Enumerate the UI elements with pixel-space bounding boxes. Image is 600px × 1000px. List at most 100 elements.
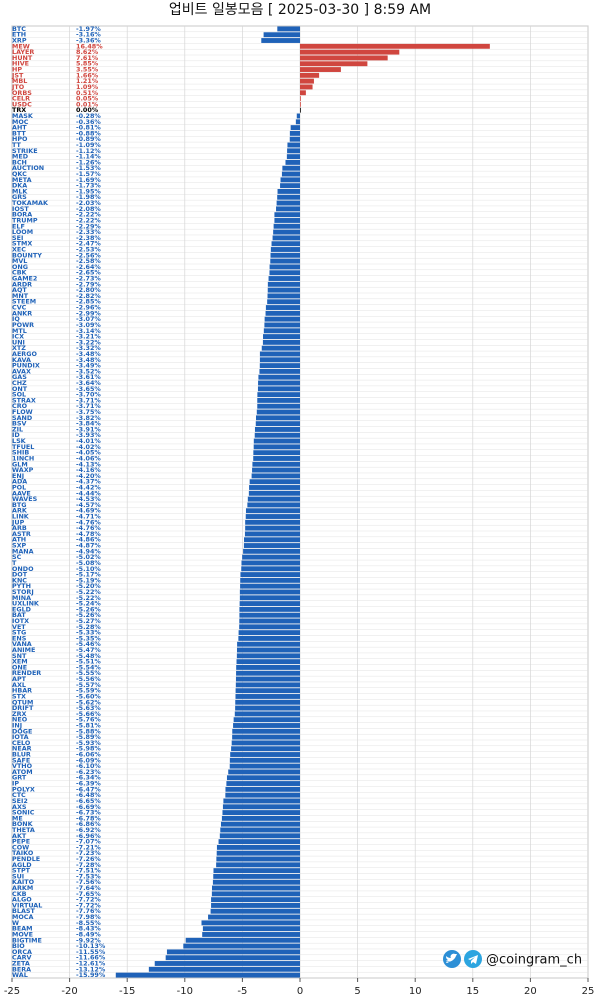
category-label: STEEM xyxy=(12,298,36,306)
category-label: BLAST xyxy=(12,907,35,915)
category-label: GAME2 xyxy=(12,275,37,283)
value-label: -5.47% xyxy=(76,646,101,654)
value-label: -5.27% xyxy=(76,617,101,625)
bar xyxy=(148,966,300,972)
category-label: DOGE xyxy=(12,727,32,735)
bar xyxy=(242,554,300,560)
category-label: SOL xyxy=(12,391,26,399)
bar xyxy=(267,281,300,287)
category-label: SEI xyxy=(12,234,23,242)
bar xyxy=(229,763,300,769)
category-label: ID xyxy=(12,431,20,439)
category-label: ALGO xyxy=(12,896,32,904)
category-label: CELR xyxy=(12,95,30,103)
value-label: -5.59% xyxy=(76,687,101,695)
value-label: -6.23% xyxy=(76,768,101,776)
bar xyxy=(268,276,300,281)
category-label: BERA xyxy=(12,965,31,973)
value-label: -6.48% xyxy=(76,791,101,799)
category-label: GRT xyxy=(12,774,27,782)
value-label: -4.01% xyxy=(76,437,101,445)
value-label: -5.76% xyxy=(76,716,101,724)
category-label: ZRX xyxy=(12,710,27,718)
category-label: TRUMP xyxy=(12,216,38,224)
value-label: -4.06% xyxy=(76,454,101,462)
category-label: BOUNTY xyxy=(12,251,42,259)
bar xyxy=(239,618,300,624)
category-label: IOST xyxy=(12,205,29,213)
bar xyxy=(233,723,300,728)
category-label: BIO xyxy=(12,942,25,950)
category-label: AERGO xyxy=(12,350,37,358)
value-label: -6.65% xyxy=(76,797,101,805)
bar xyxy=(239,601,300,607)
category-label: STX xyxy=(12,692,26,700)
category-label: HUNT xyxy=(12,54,33,62)
value-label: 0.01% xyxy=(76,100,99,108)
category-label: LOOM xyxy=(12,228,33,236)
value-label: -5.26% xyxy=(76,605,101,613)
bar xyxy=(257,397,300,403)
category-label: SAND xyxy=(12,414,32,422)
bar xyxy=(221,815,300,821)
value-label: -5.55% xyxy=(76,669,101,677)
bar xyxy=(235,676,300,682)
value-label: -6.73% xyxy=(76,809,101,817)
category-label: PYTH xyxy=(12,582,31,590)
value-label: 7.61% xyxy=(76,54,99,62)
bar xyxy=(226,775,300,781)
value-label: -4.20% xyxy=(76,472,101,480)
category-label: ASTR xyxy=(12,530,31,538)
bar xyxy=(277,194,300,200)
bar xyxy=(270,252,300,258)
value-label: -1.57% xyxy=(76,170,101,178)
value-label: -4.16% xyxy=(76,466,101,474)
bar xyxy=(248,490,300,496)
category-label: GLM xyxy=(12,460,28,468)
value-label: -7.98% xyxy=(76,913,101,921)
bar xyxy=(201,920,300,926)
value-label: -7.21% xyxy=(76,843,101,851)
bar xyxy=(220,827,300,833)
category-label: MASK xyxy=(12,112,34,120)
category-label: KAVA xyxy=(12,356,31,364)
category-label: VIRTUAL xyxy=(12,901,42,909)
category-label: BSV xyxy=(12,420,26,428)
category-label: IP xyxy=(12,780,19,788)
value-label: -1.95% xyxy=(76,187,101,195)
bar xyxy=(274,212,300,218)
bar xyxy=(249,479,300,485)
bar xyxy=(259,351,300,357)
value-label: -2.82% xyxy=(76,292,101,300)
category-label: ZIL xyxy=(12,425,23,433)
value-label: -5.26% xyxy=(76,611,101,619)
bar xyxy=(154,961,300,966)
bar xyxy=(270,258,300,264)
value-label: -4.42% xyxy=(76,483,101,491)
bar xyxy=(259,363,300,369)
category-label: HBAR xyxy=(12,687,32,695)
value-label: -6.92% xyxy=(76,826,101,834)
bar xyxy=(289,130,300,136)
value-label: -3.64% xyxy=(76,379,101,387)
bar xyxy=(236,659,300,665)
bar xyxy=(295,119,300,125)
bar xyxy=(247,496,300,502)
category-label: ME xyxy=(12,814,23,822)
category-label: TOKAMAK xyxy=(12,199,49,207)
value-label: -5.60% xyxy=(76,692,101,700)
category-label: ONDO xyxy=(12,565,34,573)
value-label: -2.56% xyxy=(76,251,101,259)
category-label: TAIKO xyxy=(12,849,34,857)
category-label: MNT xyxy=(12,292,29,300)
category-label: FLOW xyxy=(12,408,33,416)
value-label: -2.79% xyxy=(76,280,101,288)
bar xyxy=(238,635,300,641)
category-label: TT xyxy=(12,141,22,149)
bar xyxy=(211,897,300,903)
value-label: 1.21% xyxy=(76,77,99,85)
bar xyxy=(287,142,300,148)
value-label: -5.35% xyxy=(76,634,101,642)
value-label: -4.02% xyxy=(76,443,101,451)
category-label: META xyxy=(12,176,32,184)
